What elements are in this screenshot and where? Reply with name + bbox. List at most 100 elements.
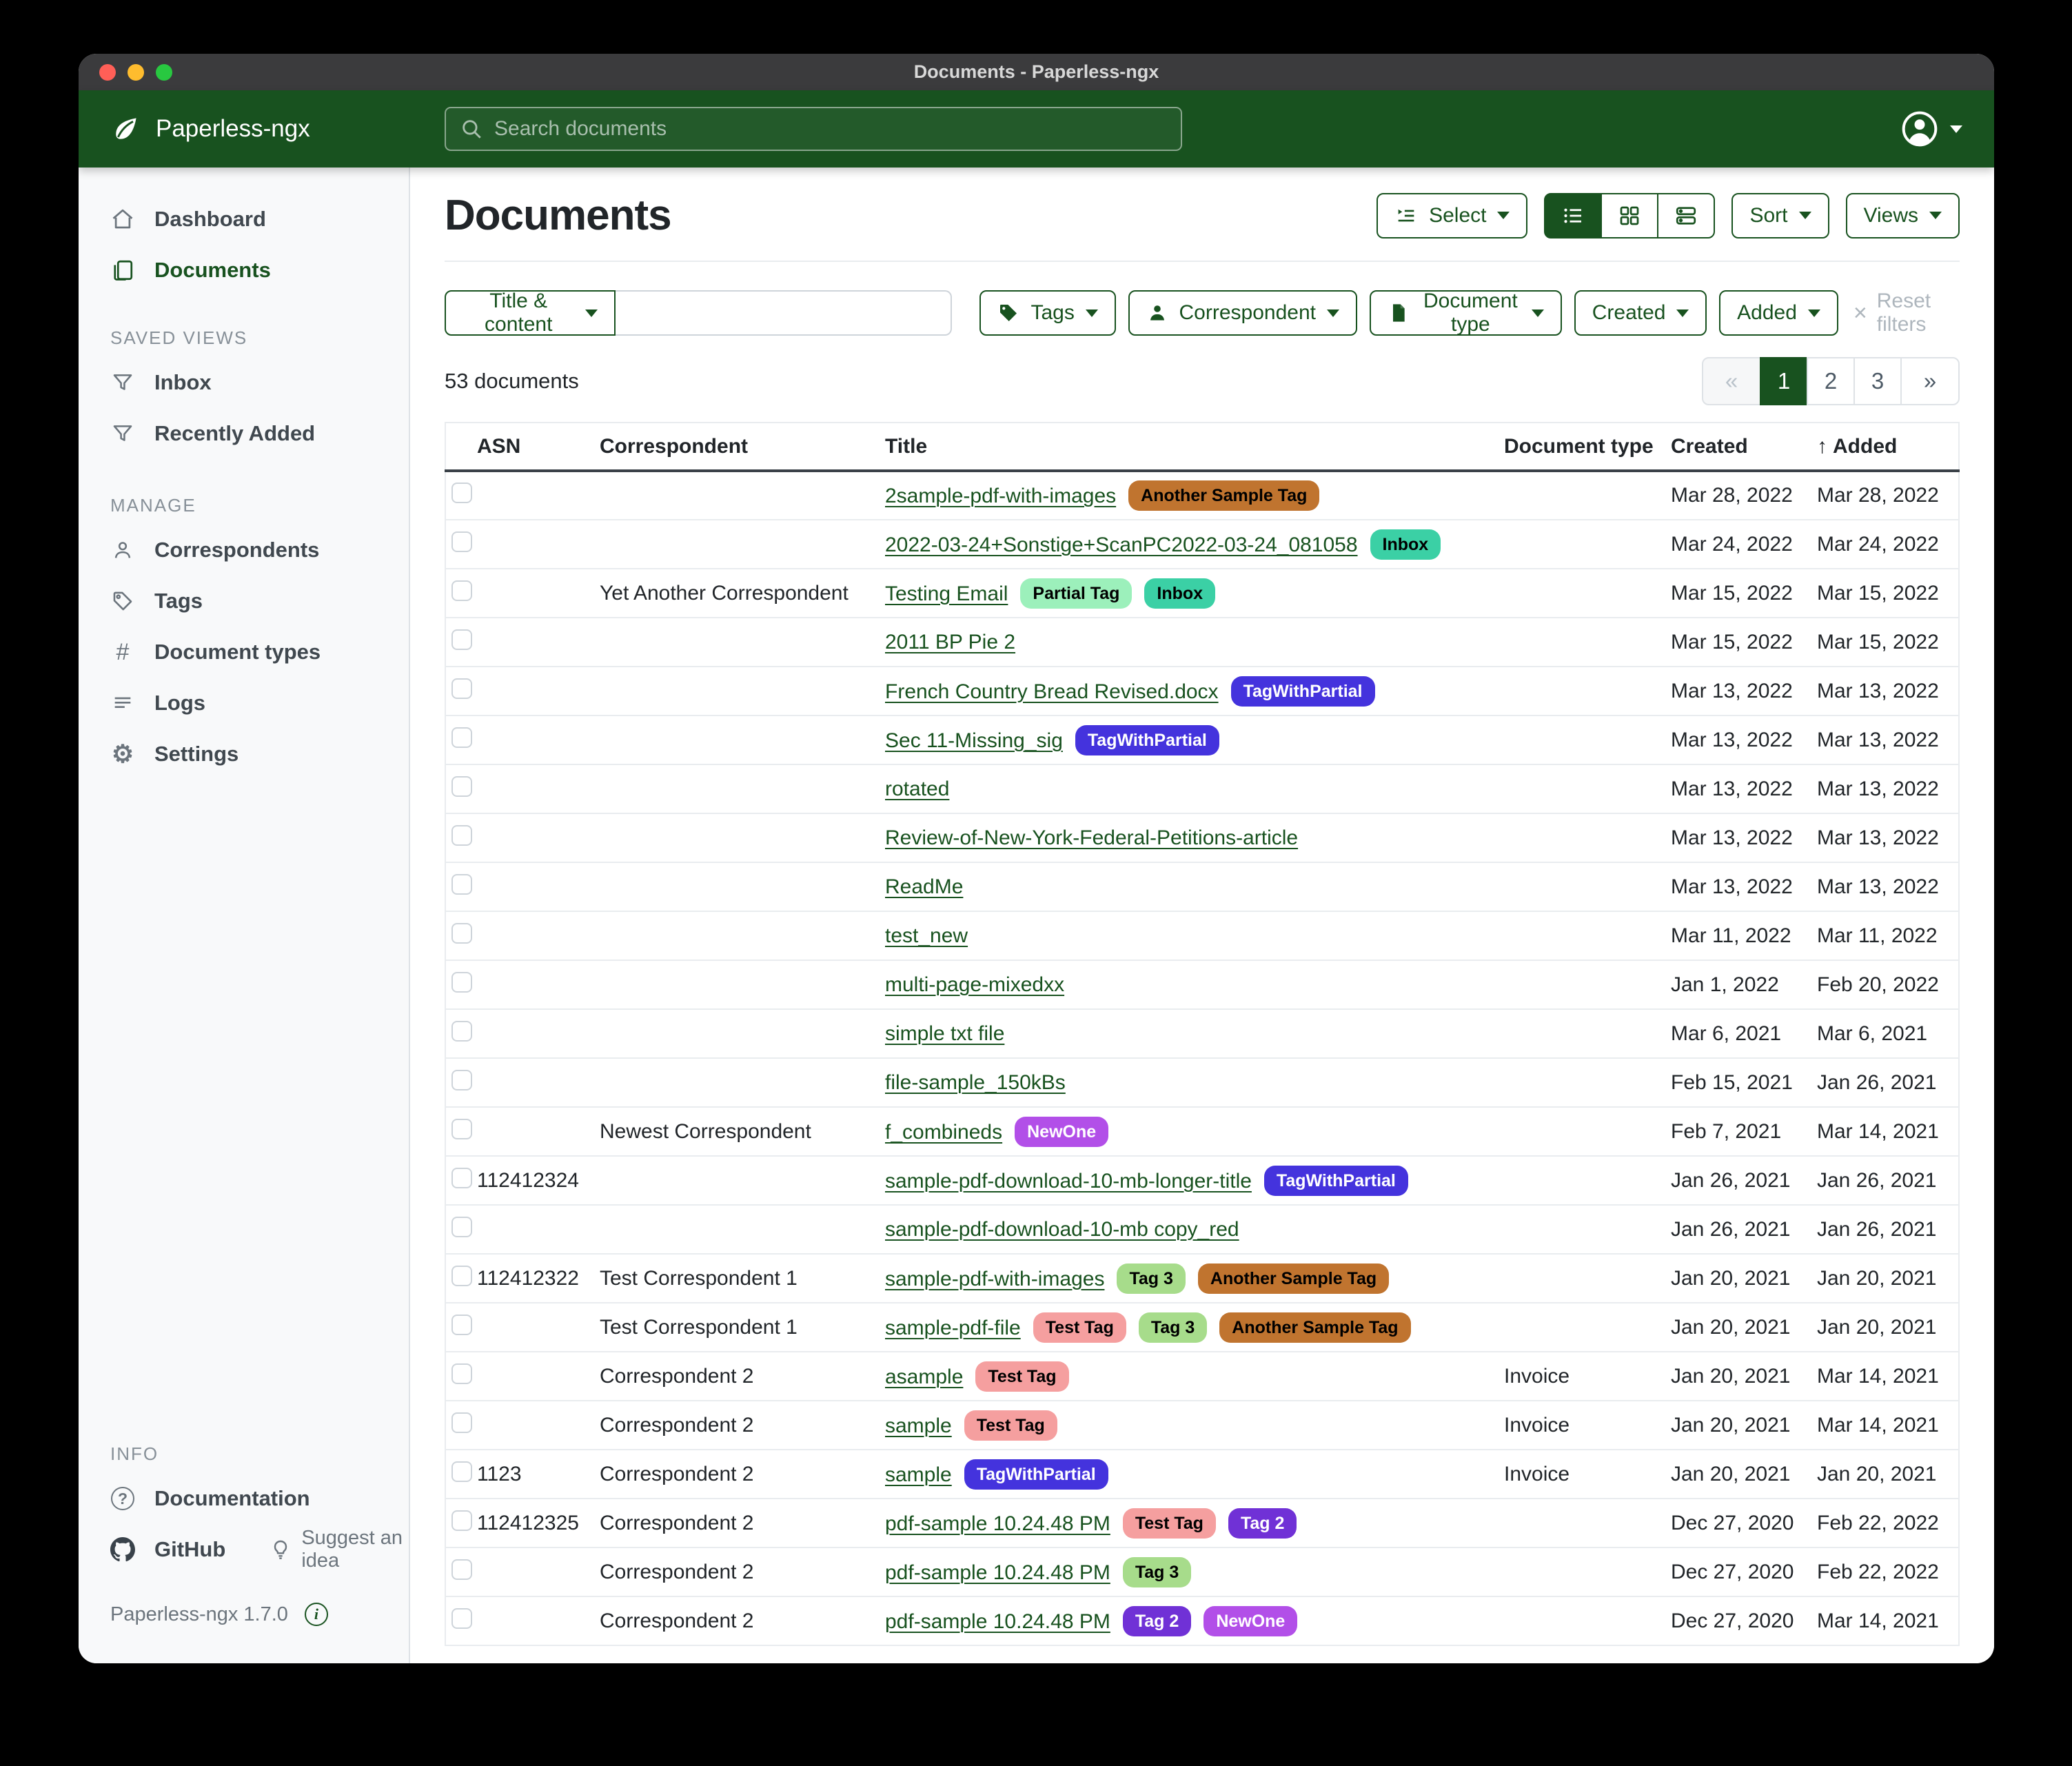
select-button[interactable]: Select	[1377, 192, 1528, 238]
row-checkbox[interactable]	[451, 678, 472, 699]
document-title-link[interactable]: ReadMe	[885, 875, 964, 898]
document-title-link[interactable]: pdf-sample 10.24.48 PM	[885, 1512, 1110, 1535]
row-checkbox[interactable]	[451, 824, 472, 846]
document-title-link[interactable]: test_new	[885, 924, 968, 947]
row-checkbox[interactable]	[451, 727, 472, 748]
filter-document-type-button[interactable]: Document type	[1369, 290, 1563, 336]
app-brand[interactable]: Paperless-ngx	[79, 114, 410, 144]
suggest-idea-link[interactable]: Suggest an idea	[270, 1527, 409, 1572]
row-checkbox[interactable]	[451, 971, 472, 993]
row-checkbox[interactable]	[451, 1461, 472, 1482]
tag-badge[interactable]: Inbox	[1144, 578, 1216, 609]
sort-button[interactable]: Sort	[1731, 192, 1829, 238]
sidebar-item-tags[interactable]: Tags	[79, 576, 409, 627]
filter-text-input[interactable]	[616, 290, 953, 336]
row-checkbox[interactable]	[451, 580, 472, 601]
filter-tags-button[interactable]: Tags	[979, 290, 1116, 336]
tag-badge[interactable]: Tag 2	[1122, 1605, 1192, 1636]
global-search[interactable]	[445, 107, 1182, 151]
pagination-page-3[interactable]: 3	[1853, 357, 1902, 405]
pagination-next-button[interactable]: »	[1900, 357, 1960, 405]
column-header-created[interactable]: Created	[1671, 422, 1817, 472]
document-title-link[interactable]: Testing Email	[885, 582, 1008, 605]
document-title-link[interactable]: pdf-sample 10.24.48 PM	[885, 1610, 1110, 1633]
row-checkbox[interactable]	[451, 629, 472, 650]
row-checkbox[interactable]	[451, 1265, 472, 1286]
document-title-link[interactable]: pdf-sample 10.24.48 PM	[885, 1561, 1110, 1584]
sidebar-item-correspondents[interactable]: Correspondents	[79, 525, 409, 576]
tag-badge[interactable]: Test Tag	[1033, 1312, 1126, 1343]
row-checkbox[interactable]	[451, 483, 472, 503]
document-title-link[interactable]: 2022-03-24+Sonstige+ScanPC2022-03-24_081…	[885, 533, 1358, 556]
row-checkbox[interactable]	[451, 1363, 472, 1384]
row-checkbox[interactable]	[451, 922, 472, 944]
document-title-link[interactable]: sample-pdf-download-10-mb-longer-title	[885, 1169, 1252, 1192]
tag-badge[interactable]: Test Tag	[964, 1410, 1057, 1441]
document-title-link[interactable]: Review-of-New-York-Federal-Petitions-art…	[885, 826, 1299, 849]
search-input[interactable]	[494, 117, 1167, 141]
row-checkbox[interactable]	[451, 775, 472, 797]
grid-view-button[interactable]	[1601, 192, 1659, 238]
filter-created-button[interactable]: Created	[1574, 290, 1707, 336]
tag-badge[interactable]: TagWithPartial	[1230, 676, 1375, 707]
row-checkbox[interactable]	[451, 1069, 472, 1090]
tag-badge[interactable]: Tag 3	[1122, 1556, 1192, 1587]
row-checkbox[interactable]	[451, 1412, 472, 1433]
sidebar-item-documents[interactable]: Documents	[79, 245, 409, 296]
sidebar-item-github[interactable]: GitHub	[79, 1524, 225, 1575]
document-title-link[interactable]: sample	[885, 1414, 952, 1437]
list-view-button[interactable]	[1544, 192, 1603, 238]
document-title-link[interactable]: file-sample_150kBs	[885, 1070, 1066, 1094]
reset-filters-button[interactable]: × Reset filters	[1853, 290, 1931, 336]
document-title-link[interactable]: sample-pdf-download-10-mb copy_red	[885, 1217, 1239, 1241]
tag-badge[interactable]: Partial Tag	[1020, 578, 1133, 609]
tag-badge[interactable]: Test Tag	[975, 1361, 1069, 1392]
document-title-link[interactable]: sample-pdf-file	[885, 1316, 1021, 1339]
document-title-link[interactable]: 2011 BP Pie 2	[885, 630, 1016, 653]
user-menu-caret-icon[interactable]	[1950, 125, 1962, 133]
tag-badge[interactable]: NewOne	[1203, 1605, 1298, 1636]
tag-badge[interactable]: TagWithPartial	[1075, 724, 1219, 755]
filter-added-button[interactable]: Added	[1719, 290, 1838, 336]
maximize-window-button[interactable]	[156, 63, 172, 81]
column-header-added[interactable]: ↑ Added	[1817, 422, 1959, 472]
tag-badge[interactable]: TagWithPartial	[964, 1459, 1108, 1490]
document-title-link[interactable]: simple txt file	[885, 1022, 1005, 1045]
row-checkbox[interactable]	[451, 1167, 472, 1188]
tag-badge[interactable]: Test Tag	[1122, 1508, 1216, 1539]
row-checkbox[interactable]	[451, 1118, 472, 1139]
document-title-link[interactable]: sample	[885, 1463, 952, 1486]
document-title-link[interactable]: multi-page-mixedxx	[885, 973, 1065, 996]
user-avatar-icon[interactable]	[1900, 110, 1939, 148]
sidebar-item-documentation[interactable]: ? Documentation	[79, 1473, 409, 1524]
row-checkbox[interactable]	[451, 1216, 472, 1237]
sidebar-item-logs[interactable]: Logs	[79, 678, 409, 729]
column-header-correspondent[interactable]: Correspondent	[600, 422, 885, 472]
filter-field-button[interactable]: Title & content	[445, 290, 616, 336]
sidebar-item-dashboard[interactable]: Dashboard	[79, 194, 409, 245]
sidebar-item-settings[interactable]: ⚙ Settings	[79, 729, 409, 780]
document-title-link[interactable]: French Country Bread Revised.docx	[885, 680, 1219, 703]
sidebar-item-inbox[interactable]: Inbox	[79, 357, 409, 408]
pagination-page-1[interactable]: 1	[1760, 357, 1808, 405]
document-title-link[interactable]: 2sample-pdf-with-images	[885, 485, 1117, 507]
views-button[interactable]: Views	[1845, 192, 1960, 238]
tag-badge[interactable]: Another Sample Tag	[1219, 1312, 1411, 1343]
tag-badge[interactable]: Another Sample Tag	[1128, 480, 1320, 511]
column-header-document-type[interactable]: Document type	[1504, 422, 1671, 472]
sidebar-item-recently-added[interactable]: Recently Added	[79, 408, 409, 459]
document-title-link[interactable]: sample-pdf-with-images	[885, 1267, 1105, 1290]
column-header-asn[interactable]: ASN	[477, 422, 600, 472]
tag-badge[interactable]: Inbox	[1370, 529, 1441, 560]
tag-badge[interactable]: Tag 3	[1138, 1312, 1208, 1343]
row-checkbox[interactable]	[451, 1020, 472, 1042]
row-checkbox[interactable]	[451, 531, 472, 552]
pagination-prev-button[interactable]: «	[1702, 357, 1761, 405]
tag-badge[interactable]: Tag 3	[1117, 1263, 1186, 1294]
pagination-page-2[interactable]: 2	[1807, 357, 1855, 405]
document-title-link[interactable]: Sec 11-Missing_sig	[885, 729, 1063, 752]
row-checkbox[interactable]	[451, 873, 472, 895]
close-window-button[interactable]	[99, 63, 116, 81]
sidebar-item-document-types[interactable]: # Document types	[79, 627, 409, 678]
column-header-title[interactable]: Title	[885, 422, 1504, 472]
